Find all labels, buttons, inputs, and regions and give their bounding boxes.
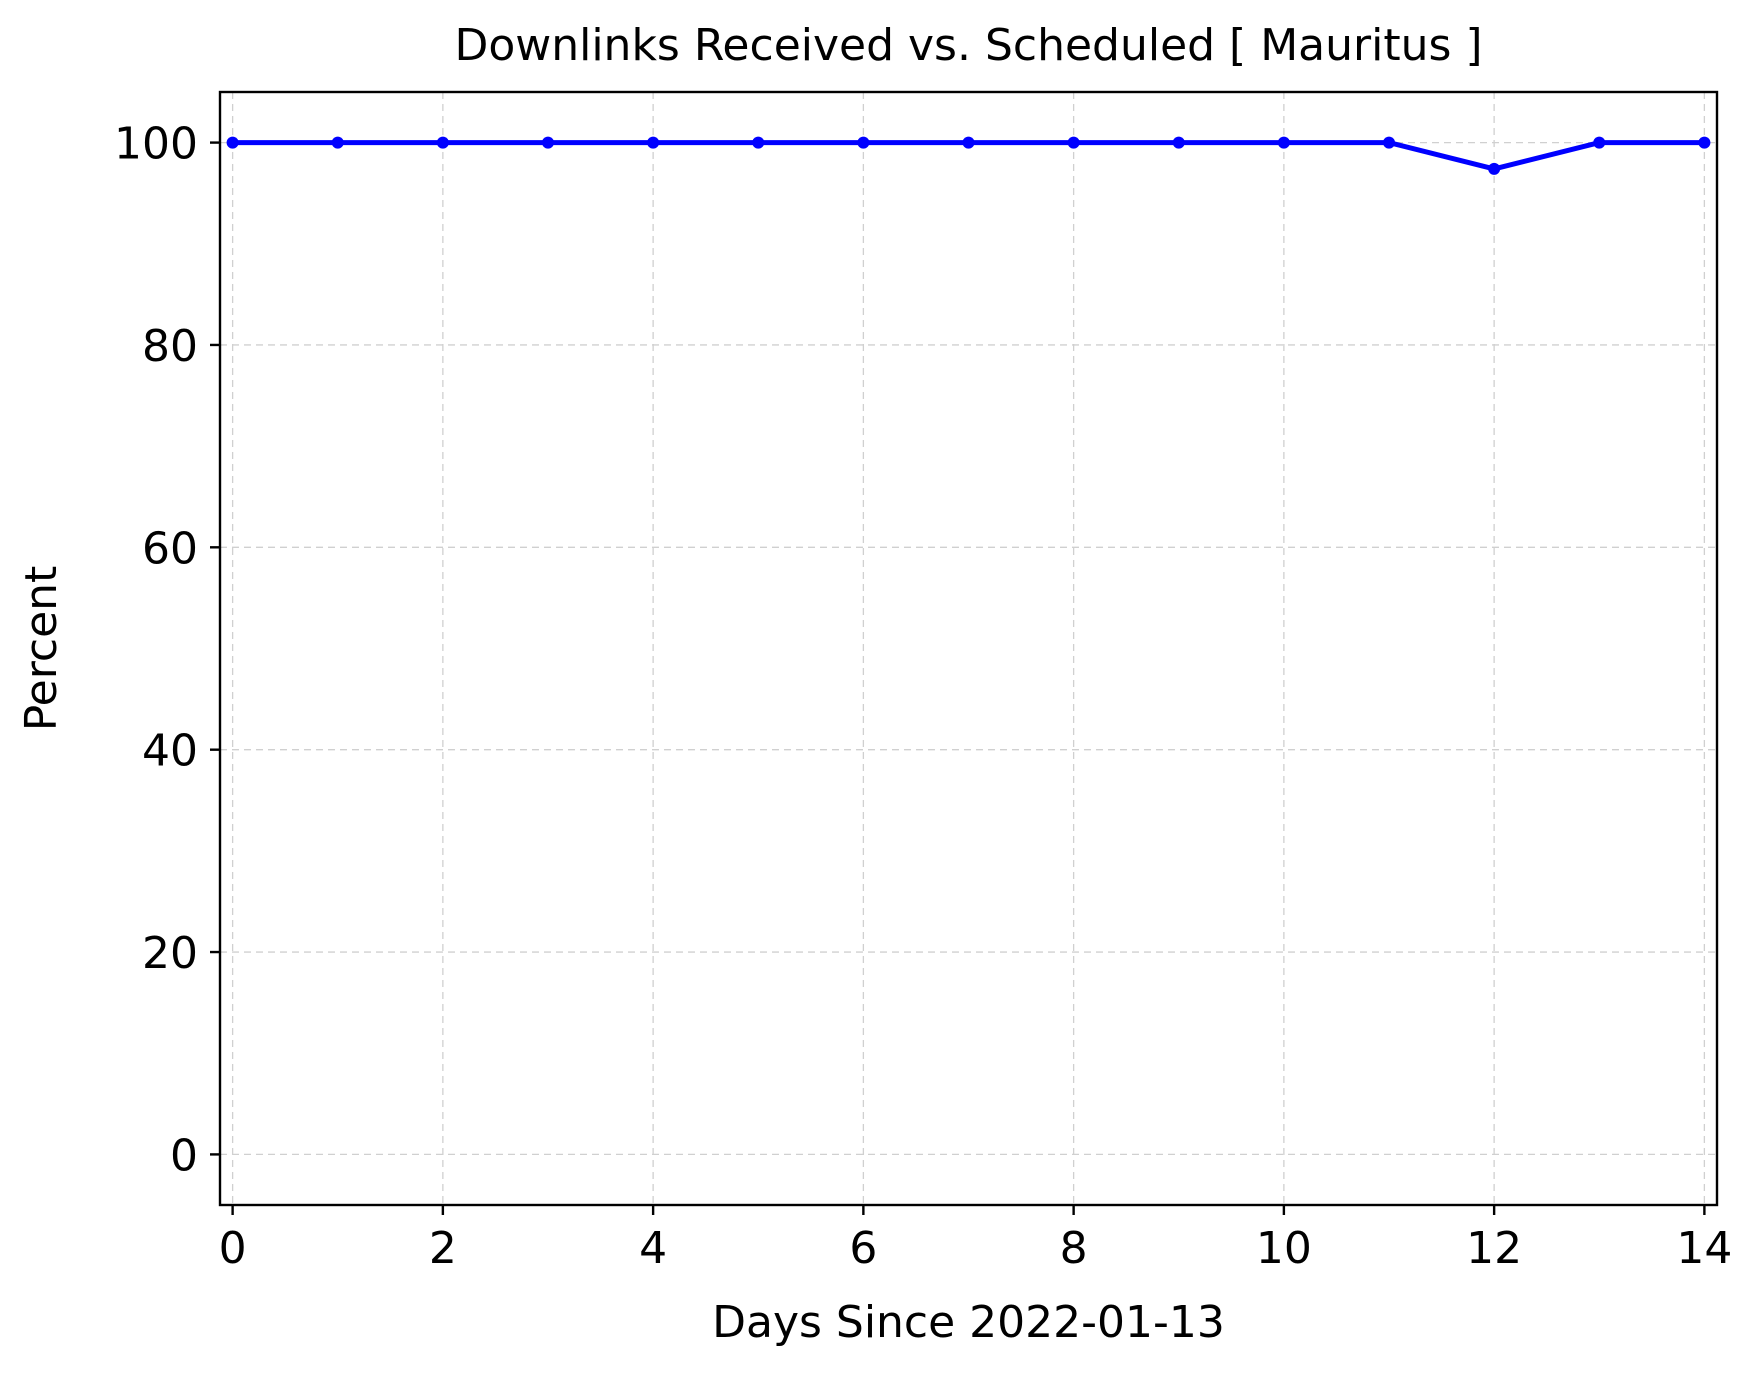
data-point	[1383, 136, 1396, 149]
y-tick-label: 0	[170, 1130, 198, 1181]
y-tick-label: 20	[142, 928, 198, 979]
x-tick-label: 14	[1676, 1223, 1732, 1274]
x-tick-label: 8	[1060, 1223, 1088, 1274]
y-tick-label: 60	[142, 523, 198, 574]
data-point	[1698, 136, 1711, 149]
x-tick-label: 0	[219, 1223, 247, 1274]
data-point	[1488, 162, 1501, 175]
y-tick-label: 40	[142, 726, 198, 777]
x-tick-label: 10	[1256, 1223, 1312, 1274]
data-point	[857, 136, 870, 149]
x-tick-label: 12	[1466, 1223, 1522, 1274]
ticks: 0 2 4 6 8 10 12 14 0 20 40 60 80 100	[114, 119, 1732, 1274]
plot-frame	[218, 90, 1719, 1207]
data-point	[1067, 136, 1080, 149]
data-point	[226, 136, 239, 149]
series-layer	[226, 136, 1711, 175]
y-tick-label: 80	[142, 321, 198, 372]
data-point	[541, 136, 554, 149]
data-point	[1172, 136, 1185, 149]
x-tick-label: 4	[639, 1223, 667, 1274]
x-axis-label: Days Since 2022-01-13	[712, 1297, 1225, 1348]
data-point	[962, 136, 975, 149]
data-point	[1277, 136, 1290, 149]
chart-title: Downlinks Received vs. Scheduled [ Mauri…	[454, 20, 1482, 71]
data-point	[752, 136, 765, 149]
y-tick-label: 100	[114, 119, 198, 170]
y-axis-label: Percent	[16, 566, 67, 732]
x-tick-label: 2	[429, 1223, 457, 1274]
data-point	[331, 136, 344, 149]
x-tick-label: 6	[849, 1223, 877, 1274]
data-point	[436, 136, 449, 149]
data-point	[647, 136, 660, 149]
data-point	[1593, 136, 1606, 149]
